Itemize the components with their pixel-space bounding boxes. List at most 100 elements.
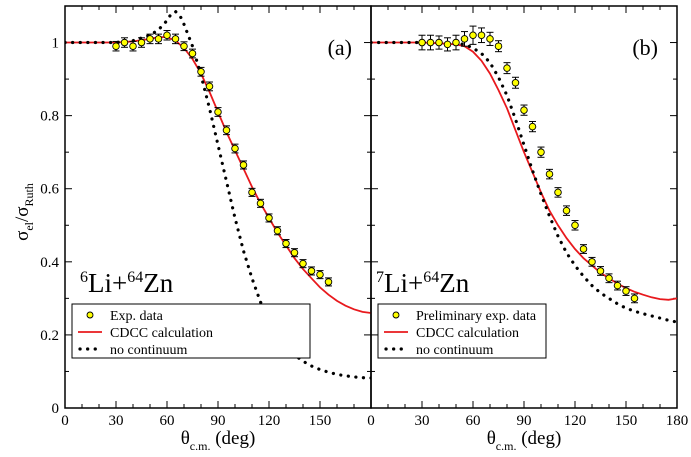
data-point <box>120 38 129 47</box>
reaction-mass-2: 64 <box>127 269 143 286</box>
legend: Exp. data CDCC calculation no continuum <box>71 303 311 359</box>
plot-area <box>65 9 371 380</box>
reaction-element-2: Zn <box>439 268 469 298</box>
data-point <box>137 38 146 47</box>
legend-marker-points <box>86 311 94 319</box>
reaction-element-2: Zn <box>143 268 173 298</box>
no-continuum-line <box>65 9 371 380</box>
reaction-label: 6Li+64Zn <box>80 268 174 298</box>
data-point <box>180 42 188 50</box>
legend-label: no continuum <box>110 343 187 358</box>
legend: Preliminary exp. data CDCC calculation no … <box>377 303 547 359</box>
data-point <box>579 245 588 253</box>
data-point <box>290 248 299 257</box>
data-point <box>562 206 571 215</box>
legend-label: no continuum <box>416 343 493 358</box>
legend-box <box>71 303 311 359</box>
data-point <box>571 221 579 230</box>
data-point <box>146 35 154 43</box>
data-point <box>316 270 324 279</box>
data-point <box>188 49 197 58</box>
data-point <box>205 82 214 91</box>
data-point <box>588 258 596 266</box>
data-point <box>469 31 477 39</box>
data-point <box>231 144 239 153</box>
legend-marker-points <box>392 311 400 319</box>
legend-box <box>377 303 547 359</box>
reaction-mass-1: 7 <box>376 269 384 286</box>
x-tick-label: 150 <box>615 413 638 429</box>
x-tick-label: 30 <box>415 413 430 429</box>
data-point <box>426 38 435 47</box>
data-point <box>528 122 537 131</box>
panel-label: (b) <box>632 35 658 60</box>
legend-label: Exp. data <box>110 309 164 324</box>
panel-b: 0 30 60 90 120 150 180 (b) 7Li+64Zn Preliminary e… <box>367 5 689 429</box>
data-point <box>214 108 222 116</box>
data-point <box>511 78 520 87</box>
y-tick-label: 0.2 <box>40 328 59 344</box>
data-point <box>494 42 503 50</box>
data-point <box>613 281 622 290</box>
data-point <box>197 68 205 76</box>
data-point <box>460 35 469 43</box>
x-tick-label: 60 <box>466 413 481 429</box>
x-tick-label: 90 <box>517 413 532 429</box>
data-point <box>554 188 562 197</box>
data-point <box>256 199 265 208</box>
data-point <box>486 35 494 43</box>
x-axis-title-a: θc.m. (deg) <box>181 428 256 453</box>
legend-label: Preliminary exp. data <box>416 309 537 324</box>
x-tick-label: 120 <box>564 413 587 429</box>
data-point <box>477 31 486 39</box>
svg-text:θc.m. (deg): θc.m. (deg) <box>181 428 256 453</box>
data-point <box>520 106 528 114</box>
x-axis-title-b: θc.m. (deg) <box>487 428 562 453</box>
data-point <box>239 161 248 169</box>
x-tick-label: 150 <box>309 413 332 429</box>
data-point <box>307 267 316 275</box>
data-point <box>503 64 511 72</box>
x-tick-label: 180 <box>666 413 689 429</box>
x-tick-label: 120 <box>258 413 281 429</box>
data-point <box>299 259 307 268</box>
data-point <box>265 214 273 222</box>
y-axis-title: σel/σRuth <box>12 183 36 241</box>
data-point <box>630 294 639 303</box>
data-point <box>171 35 180 43</box>
data-point <box>443 40 452 49</box>
data-point <box>418 38 426 47</box>
data-point <box>282 239 290 248</box>
data-point <box>452 38 460 47</box>
reaction-mass-2: 64 <box>423 269 439 286</box>
data-point <box>596 267 605 275</box>
reaction-mass-1: 6 <box>80 269 88 286</box>
data-point <box>248 188 256 197</box>
x-tick-label: 0 <box>367 413 375 429</box>
legend-label: CDCC calculation <box>110 326 213 341</box>
data-point <box>605 274 613 283</box>
reaction-element-1: Li+ <box>384 268 423 298</box>
legend-label: CDCC calculation <box>416 326 519 341</box>
data-point <box>163 31 171 39</box>
reaction-element-1: Li+ <box>88 268 127 298</box>
y-tick-label: 0 <box>52 401 60 417</box>
y-tick-label: 0.4 <box>40 255 59 271</box>
cdcc-calculation-line <box>371 41 677 301</box>
y-tick-label: 0.6 <box>40 182 59 198</box>
data-point <box>154 35 163 43</box>
x-tick-label: 30 <box>109 413 124 429</box>
reaction-label: 7Li+64Zn <box>376 268 470 298</box>
svg-text:θc.m. (deg): θc.m. (deg) <box>487 428 562 453</box>
panel-label: (a) <box>328 35 352 60</box>
data-point <box>324 278 333 286</box>
y-tick-label: 0.8 <box>40 109 59 125</box>
data-point <box>537 148 545 156</box>
x-tick-label: 60 <box>160 413 175 429</box>
x-tick-label: 90 <box>211 413 226 429</box>
y-tick-label: 1 <box>52 36 60 52</box>
data-point <box>129 42 137 50</box>
x-tick-label: 0 <box>61 413 69 429</box>
